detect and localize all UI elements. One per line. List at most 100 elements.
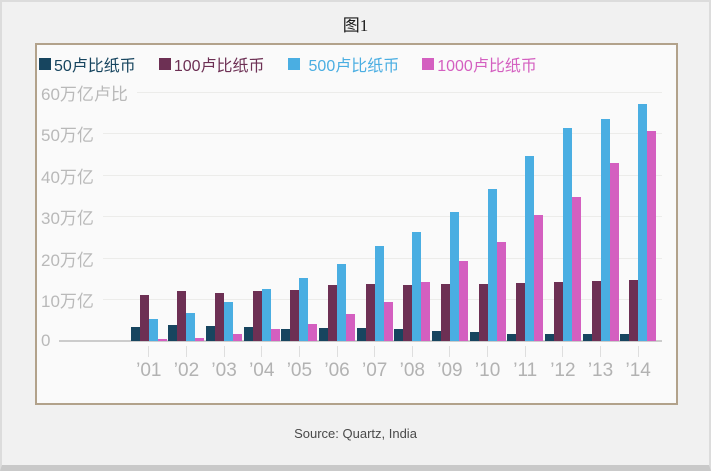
bar-100卢比纸币-03 (215, 292, 225, 341)
gridline (59, 340, 662, 342)
x-axis-label: ’05 (286, 360, 313, 381)
x-tick-cell (582, 346, 620, 357)
gridline (102, 174, 662, 176)
bar-group-09 (431, 212, 468, 341)
source-note: Source: Quartz, India (294, 426, 417, 441)
x-axis-label: ’07 (361, 360, 388, 381)
x-axis-label: ’01 (136, 360, 162, 381)
x-tick-mark (298, 346, 300, 357)
legend-label: 1000卢比纸币 (437, 58, 537, 75)
page-title: 图1 (342, 16, 369, 35)
x-axis-label: ’02 (173, 360, 200, 381)
bar-group-cell (619, 92, 657, 341)
x-axis-label: ’08 (399, 360, 425, 381)
bar-1000卢比纸币-11 (534, 214, 544, 341)
bar-1000卢比纸币-05 (308, 323, 318, 341)
bar-group-cell (469, 92, 507, 341)
legend-item-2: 100卢比纸币 (158, 52, 265, 76)
x-tick-mark (411, 346, 413, 357)
bar-100卢比纸币-04 (252, 290, 262, 341)
bar-500卢比纸币-14 (638, 104, 648, 341)
bar-group-11 (507, 155, 544, 341)
bar-1000卢比纸币-10 (496, 241, 506, 341)
gridline (136, 91, 662, 93)
legend-swatch-icon (422, 58, 435, 70)
bar-500卢比纸币-12 (562, 128, 572, 341)
bar-group-cell (393, 92, 431, 341)
bar-100卢比纸币-10 (478, 284, 488, 341)
x-tick-mark (148, 346, 150, 357)
x-tick-cell (356, 346, 394, 357)
bar-group-cell (506, 92, 544, 341)
legend-item-3: 500卢比纸币 (287, 52, 399, 76)
bar-500卢比纸币-08 (412, 231, 422, 341)
x-axis-label: ’11 (513, 360, 538, 381)
bar-50卢比纸币-07 (356, 328, 366, 341)
bar-group-cell (130, 92, 168, 341)
legend-swatch-icon (158, 58, 171, 70)
bar-50卢比纸币-14 (620, 333, 630, 341)
x-axis-label: ’04 (249, 360, 275, 381)
y-axis-tick-label: 20万亿 (41, 250, 94, 270)
bar-50卢比纸币-13 (582, 333, 592, 341)
x-tick-cell (243, 346, 281, 357)
bar-group-cell (168, 92, 206, 341)
bar-1000卢比纸币-07 (383, 301, 393, 341)
x-tick-cell (205, 346, 243, 357)
bar-50卢比纸币-10 (469, 331, 479, 341)
bar-group-cell (431, 92, 469, 341)
bar-group-05 (281, 277, 318, 341)
bar-500卢比纸币-01 (148, 318, 158, 341)
x-axis-label: ’14 (625, 360, 651, 381)
bar-group-03 (206, 292, 243, 341)
bar-500卢比纸币-03 (224, 302, 234, 341)
bar-group-cell (243, 92, 281, 341)
bar-100卢比纸币-06 (328, 285, 338, 341)
bar-50卢比纸币-02 (168, 325, 178, 341)
bar-500卢比纸币-09 (449, 212, 459, 341)
x-tick-mark (336, 346, 338, 357)
bar-1000卢比纸币-12 (571, 196, 581, 341)
x-axis-label: ’13 (587, 360, 614, 381)
bar-group-cell (356, 92, 394, 341)
bar-group-cell (544, 92, 582, 341)
y-gridline-row: 40万亿 (41, 165, 662, 187)
x-tick-cell (469, 346, 507, 357)
x-tick-mark (562, 346, 564, 357)
legend-item-1: 50卢比纸币 (39, 52, 136, 76)
bar-group-06 (319, 263, 356, 341)
y-axis-tick-label: 60万亿卢比 (41, 84, 128, 104)
bar-group-cell (582, 92, 620, 341)
bar-100卢比纸币-08 (403, 284, 413, 341)
y-gridline-row: 50万亿 (41, 124, 662, 145)
x-axis-label: ’03 (211, 360, 237, 381)
bar-50卢比纸币-12 (544, 333, 554, 341)
bar-1000卢比纸币-01 (157, 338, 167, 341)
x-tick-mark (487, 346, 489, 357)
bar-group-10 (469, 189, 506, 341)
y-axis-tick-label: 10万亿 (41, 292, 94, 311)
bar-100卢比纸币-02 (177, 291, 187, 341)
bar-1000卢比纸币-14 (647, 130, 657, 341)
legend-swatch-icon (287, 58, 300, 70)
x-axis-label: ’10 (474, 360, 501, 381)
bar-50卢比纸币-08 (394, 329, 404, 341)
bar-500卢比纸币-11 (525, 155, 535, 341)
bar-50卢比纸币-06 (319, 328, 329, 341)
bar-group-cell (205, 92, 243, 341)
bar-1000卢比纸币-04 (270, 329, 280, 341)
legend-label: 100卢比纸币 (173, 58, 265, 75)
bar-group-14 (620, 104, 657, 341)
bar-50卢比纸币-05 (281, 329, 291, 341)
y-axis-tick-label: 30万亿 (41, 209, 94, 228)
x-tick-cell (431, 346, 469, 357)
bar-group-cell (281, 92, 319, 341)
x-tick-cell (318, 346, 356, 357)
y-gridline-row: 0 (41, 331, 662, 351)
x-tick-mark (374, 346, 376, 357)
bar-group-08 (394, 231, 431, 341)
chart-card: 50卢比纸币 100卢比纸币 500卢比纸币 1000卢比纸币 60万亿卢比 50万亿 4… (35, 43, 678, 405)
bar-100卢比纸币-05 (290, 289, 300, 341)
gridline (102, 133, 662, 134)
x-tick-mark (600, 346, 601, 357)
